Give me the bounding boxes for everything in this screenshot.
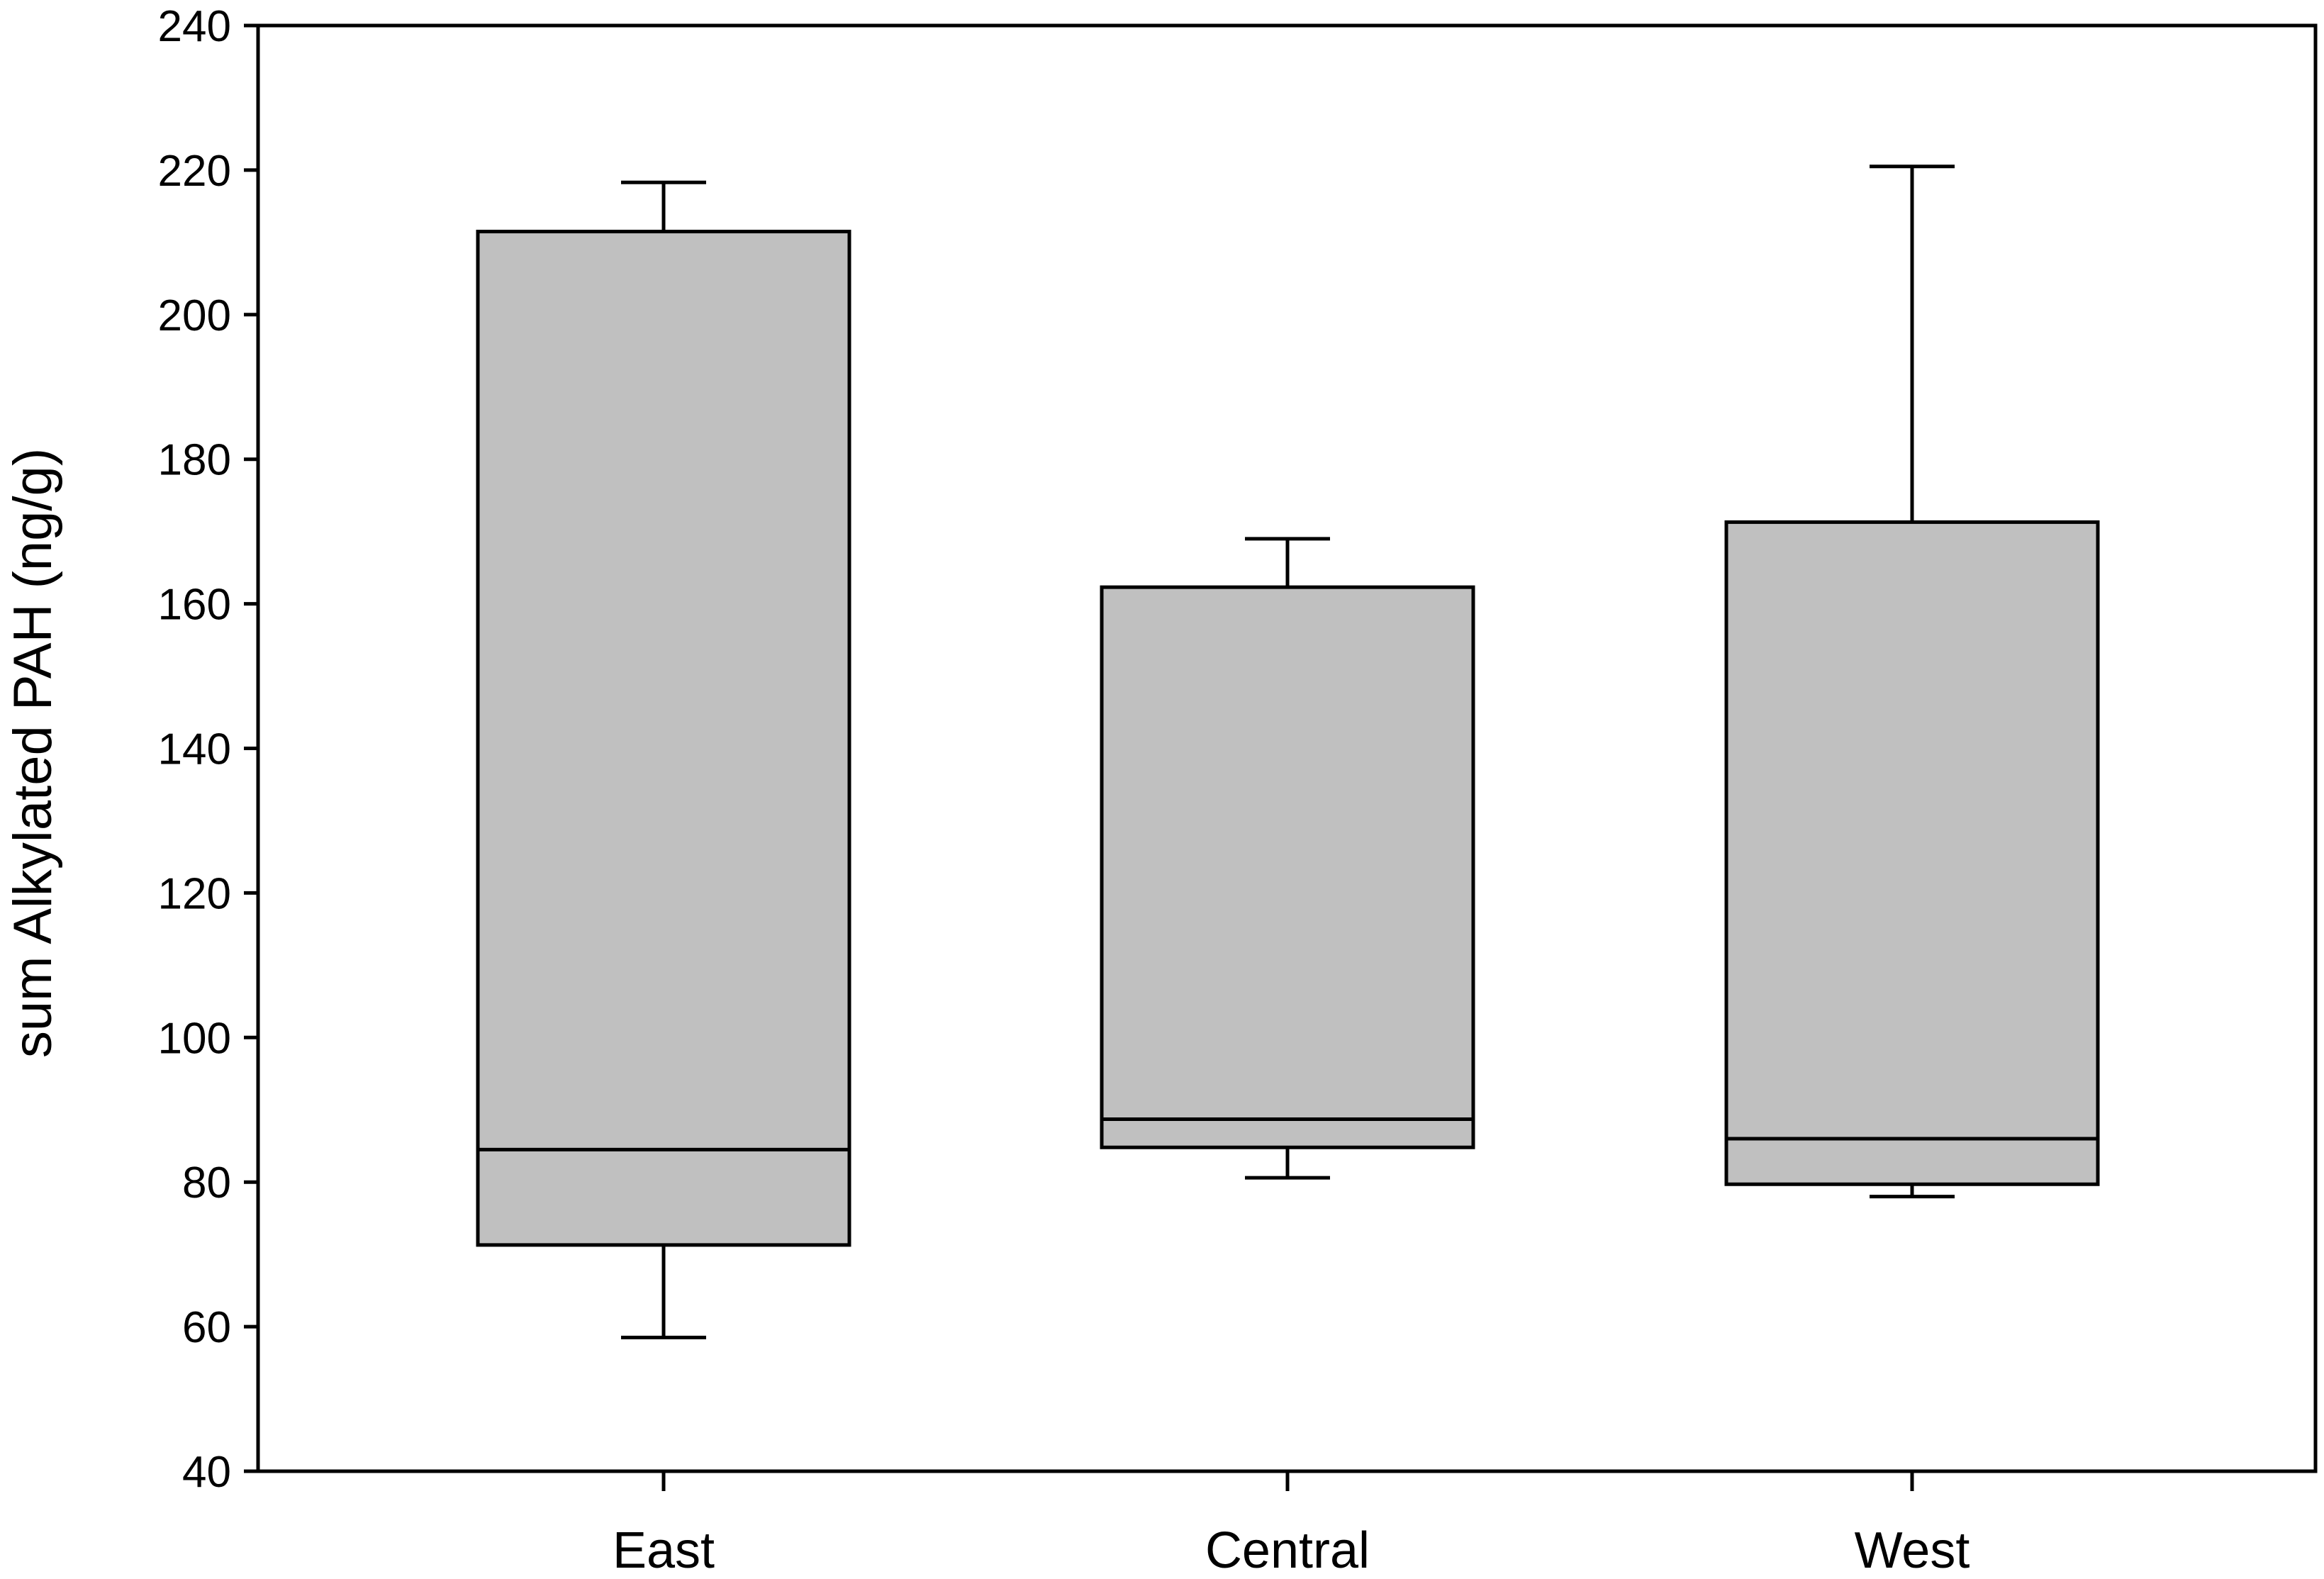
x-axis-ticks: East Central West [613,1471,1970,1579]
y-tick-label: 220 [158,147,231,196]
box-iqr [476,230,851,1247]
y-tick-label: 160 [158,581,231,630]
x-tick-label: Central [1205,1522,1370,1579]
y-tick-label: 180 [158,436,231,485]
y-axis-ticks: 40 60 80 100 120 140 160 180 200 220 240 [158,2,258,1497]
x-tick-label: West [1855,1522,1970,1579]
x-tick-label: East [613,1522,715,1579]
box-east [476,180,851,1339]
y-tick-label: 140 [158,725,231,774]
box-iqr [1100,585,1475,1149]
y-tick-label: 120 [158,869,231,918]
box-iqr [1724,520,2100,1186]
y-tick-label: 60 [182,1303,231,1352]
y-tick-label: 40 [182,1448,231,1497]
box-central [1100,537,1475,1180]
y-axis-label: sum Alkylated PAH (ng/g) [3,448,63,1058]
y-tick-label: 200 [158,291,231,340]
box-west [1724,164,2100,1199]
boxes [476,164,2100,1339]
y-tick-label: 240 [158,2,231,51]
y-tick-label: 100 [158,1014,231,1063]
y-tick-label: 80 [182,1159,231,1207]
